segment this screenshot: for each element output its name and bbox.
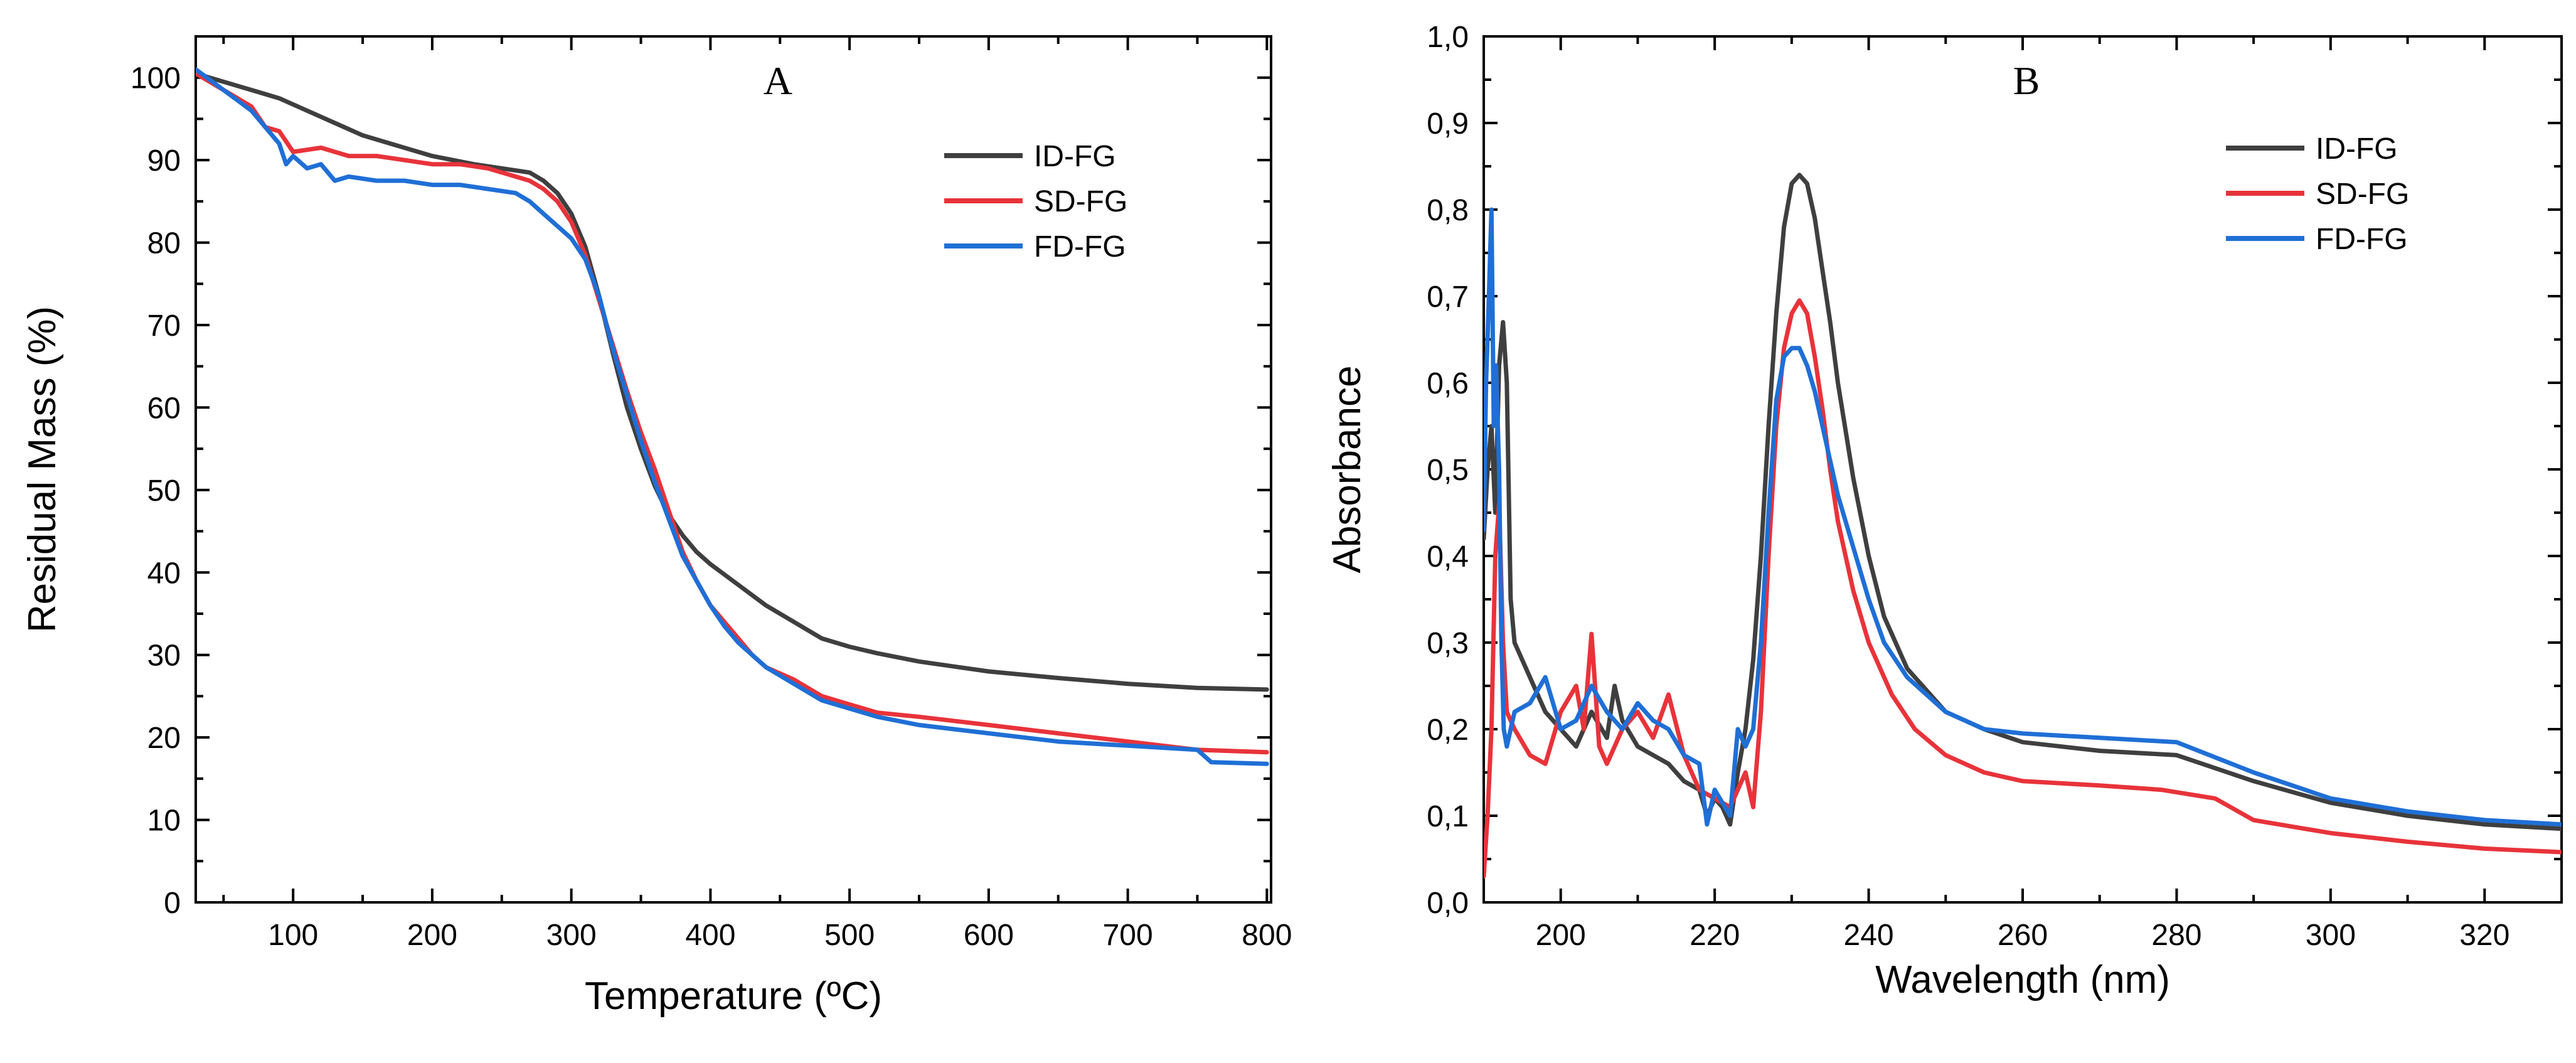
chart-a-y-tick-label: 70 xyxy=(147,309,181,343)
chart-a-x-tick-label: 400 xyxy=(685,919,735,952)
chart-a-y-tick-label: 0 xyxy=(164,887,181,920)
chart-a-y-tick-label: 80 xyxy=(147,227,181,260)
chart-a-x-tick-label: 300 xyxy=(546,919,597,952)
chart-b-plot-frame xyxy=(1482,35,2563,904)
chart-panel-a: 100 200 300 400 500 600 700 800 0 10 20 30 40 50 60 70 8… xyxy=(21,35,1292,1018)
chart-panel-b: 200 220 240 260 280 300 320 0,0 0,1 0,2 0,3 0,4 0,5 0… xyxy=(1326,21,2563,1002)
chart-b-series-sd-fg xyxy=(1484,298,2562,879)
chart-b-x-axis-title: Wavelength (nm) xyxy=(1875,958,2170,1002)
chart-b-y-tick-label: 0,4 xyxy=(1427,540,1469,574)
chart-a-x-tick-label: 700 xyxy=(1103,919,1153,952)
chart-b-x-tick-label: 320 xyxy=(2459,919,2509,952)
chart-a-y-tick-label: 60 xyxy=(147,392,181,425)
chart-b-series-id-fg xyxy=(1484,173,2562,831)
chart-b-y-axis-title: Absorbance xyxy=(1326,366,1369,574)
chart-b-y-tick-label: 0,7 xyxy=(1427,280,1469,314)
chart-b-legend-label-id-fg: ID-FG xyxy=(2316,132,2398,166)
chart-a-series-fd-fg xyxy=(196,67,1269,766)
chart-a-y-tick-label: 30 xyxy=(147,639,181,673)
chart-b-y-tick-label: 0,9 xyxy=(1427,107,1469,141)
chart-a-y-tick-label: 10 xyxy=(147,804,181,838)
chart-a-y-tick-label: 40 xyxy=(147,557,181,590)
chart-b-y-tick-label: 0,6 xyxy=(1427,367,1469,400)
chart-a-x-tick-label: 500 xyxy=(824,919,875,952)
chart-b-legend-label-sd-fg: SD-FG xyxy=(2316,178,2409,211)
chart-a-x-tick-label: 800 xyxy=(1242,919,1292,952)
chart-b-legend-label-fd-fg: FD-FG xyxy=(2316,223,2408,256)
chart-a-y-tick-label: 20 xyxy=(147,722,181,755)
chart-b-y-tick-label: 0,8 xyxy=(1427,194,1469,227)
chart-a-y-axis-title: Residual Mass (%) xyxy=(21,306,64,633)
chart-a-x-tick-label: 600 xyxy=(964,919,1014,952)
chart-b-y-tick-label: 0,2 xyxy=(1427,713,1469,747)
chart-b-x-tick-label: 260 xyxy=(1998,919,2048,952)
chart-a-legend-label-fd-fg: FD-FG xyxy=(1034,230,1126,264)
chart-b-y-tick-label: 0,0 xyxy=(1427,887,1469,920)
chart-b-x-tick-label: 220 xyxy=(1690,919,1740,952)
chart-b-panel-letter: B xyxy=(2013,58,2040,103)
chart-b-y-tick-label: 1,0 xyxy=(1427,21,1469,54)
chart-b-y-tick-label: 0,3 xyxy=(1427,627,1469,660)
chart-a-series-id-fg xyxy=(196,71,1269,692)
chart-b-y-tick-label: 0,5 xyxy=(1427,454,1469,487)
chart-b-x-tick-label: 240 xyxy=(1844,919,1894,952)
chart-a-series-sd-fg xyxy=(196,71,1269,755)
chart-a-legend-label-sd-fg: SD-FG xyxy=(1034,185,1127,218)
chart-a-legend-label-id-fg: ID-FG xyxy=(1034,140,1116,173)
chart-a-x-tick-label: 100 xyxy=(268,919,318,952)
chart-b-x-tick-label: 200 xyxy=(1536,919,1586,952)
chart-a-y-tick-label: 90 xyxy=(147,144,181,178)
chart-a-panel-letter: A xyxy=(764,58,792,103)
chart-a-x-axis-title: Temperature (ºC) xyxy=(585,975,882,1018)
chart-b-x-tick-label: 280 xyxy=(2151,919,2201,952)
chart-a-y-tick-label: 100 xyxy=(130,62,181,95)
chart-b-series-fd-fg xyxy=(1484,207,2562,827)
chart-b-x-tick-label: 300 xyxy=(2306,919,2356,952)
chart-a-x-tick-label: 200 xyxy=(407,919,457,952)
chart-a-y-tick-label: 50 xyxy=(147,474,181,508)
chart-b-y-tick-label: 0,1 xyxy=(1427,800,1469,833)
chart-a-plot-frame xyxy=(194,35,1272,904)
